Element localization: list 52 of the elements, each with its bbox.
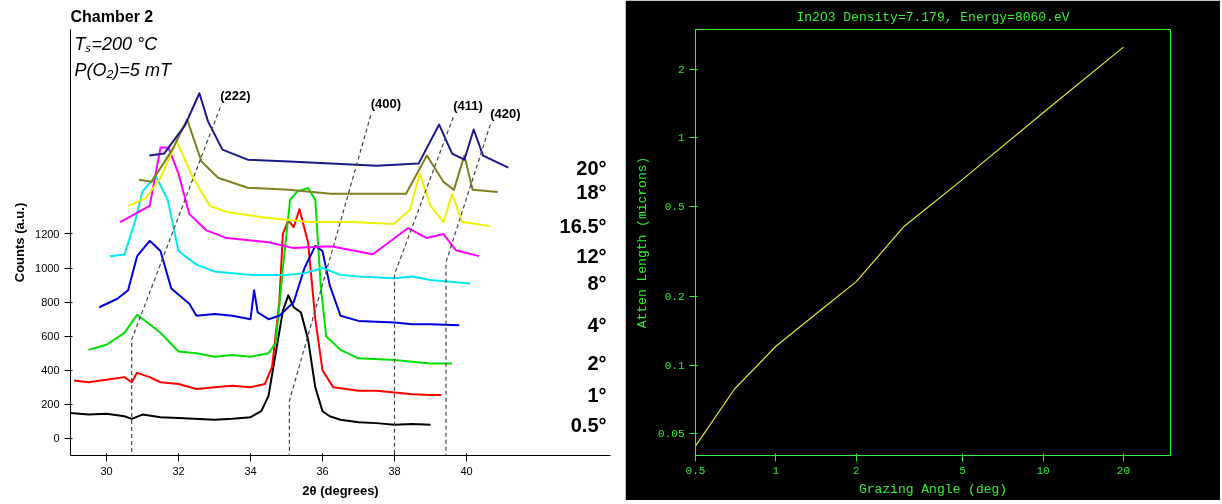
x-tick-label: 36 — [316, 464, 329, 477]
line-series — [73, 208, 443, 397]
annotation: (222) — [220, 88, 251, 104]
y-tick-label: 1200 — [35, 227, 60, 240]
text: 0.5° — [570, 413, 607, 436]
x-tick-label: 1 — [772, 464, 780, 477]
y-tick-label: 200 — [41, 398, 60, 411]
line-series — [87, 186, 454, 365]
text: 20° — [576, 156, 607, 179]
x-tick-label: 0.5 — [685, 464, 706, 477]
text: 2° — [587, 352, 607, 375]
annotation: (400) — [370, 96, 402, 112]
x-axis-title: Grazing Angle (deg) — [858, 481, 1008, 497]
y-tick-label: 0 — [53, 432, 60, 445]
line-series — [98, 239, 461, 327]
text: 1° — [587, 384, 607, 407]
x-tick-label: 5 — [959, 464, 966, 477]
y-tick-label: 1000 — [35, 262, 60, 275]
y-axis-title: Atten Length (microns) — [635, 156, 651, 329]
y-tick-label: 1 — [677, 132, 685, 145]
annotation: (420) — [490, 105, 521, 121]
line-series — [109, 175, 472, 285]
chart-title: Chamber 2 — [70, 7, 154, 25]
y-tick-label: 0.05 — [658, 427, 685, 440]
x-tick-label: 30 — [100, 464, 113, 477]
x-tick-label: 2 — [853, 464, 860, 477]
text: 16.5° — [559, 214, 607, 237]
text: 4° — [587, 314, 607, 337]
x-axis-title: 2θ (degrees) — [302, 482, 379, 498]
x-tick-label: 38 — [388, 464, 401, 477]
chart-title: In2O3 Density=7.179, Energy=8060.eV — [796, 9, 1070, 25]
annotation: (411) — [453, 98, 483, 114]
y-tick-label: 2 — [677, 64, 685, 77]
y-tick-label: 0.2 — [664, 291, 685, 304]
x-tick-label: 20 — [1116, 464, 1131, 477]
x-tick-label: 40 — [460, 464, 473, 477]
text: 8° — [587, 272, 607, 295]
line-series — [119, 146, 481, 258]
annotation: Tₛ=200 °C — [74, 33, 159, 54]
line-series — [127, 140, 491, 227]
text: 18° — [576, 180, 607, 203]
annotation: P(O₂)=5 mT — [74, 59, 173, 80]
y-tick-label: 400 — [41, 364, 60, 377]
text: 12° — [576, 245, 607, 268]
x-tick-label: 32 — [172, 464, 185, 477]
x-tick-label: 10 — [1036, 464, 1050, 477]
x-tick-label: 34 — [244, 464, 257, 477]
y-axis-title: Counts (a.u.) — [12, 202, 28, 283]
y-tick-label: 0.1 — [664, 359, 685, 372]
y-tick-label: 600 — [41, 330, 60, 343]
y-tick-label: 0.5 — [664, 200, 685, 213]
y-tick-label: 800 — [41, 296, 60, 309]
